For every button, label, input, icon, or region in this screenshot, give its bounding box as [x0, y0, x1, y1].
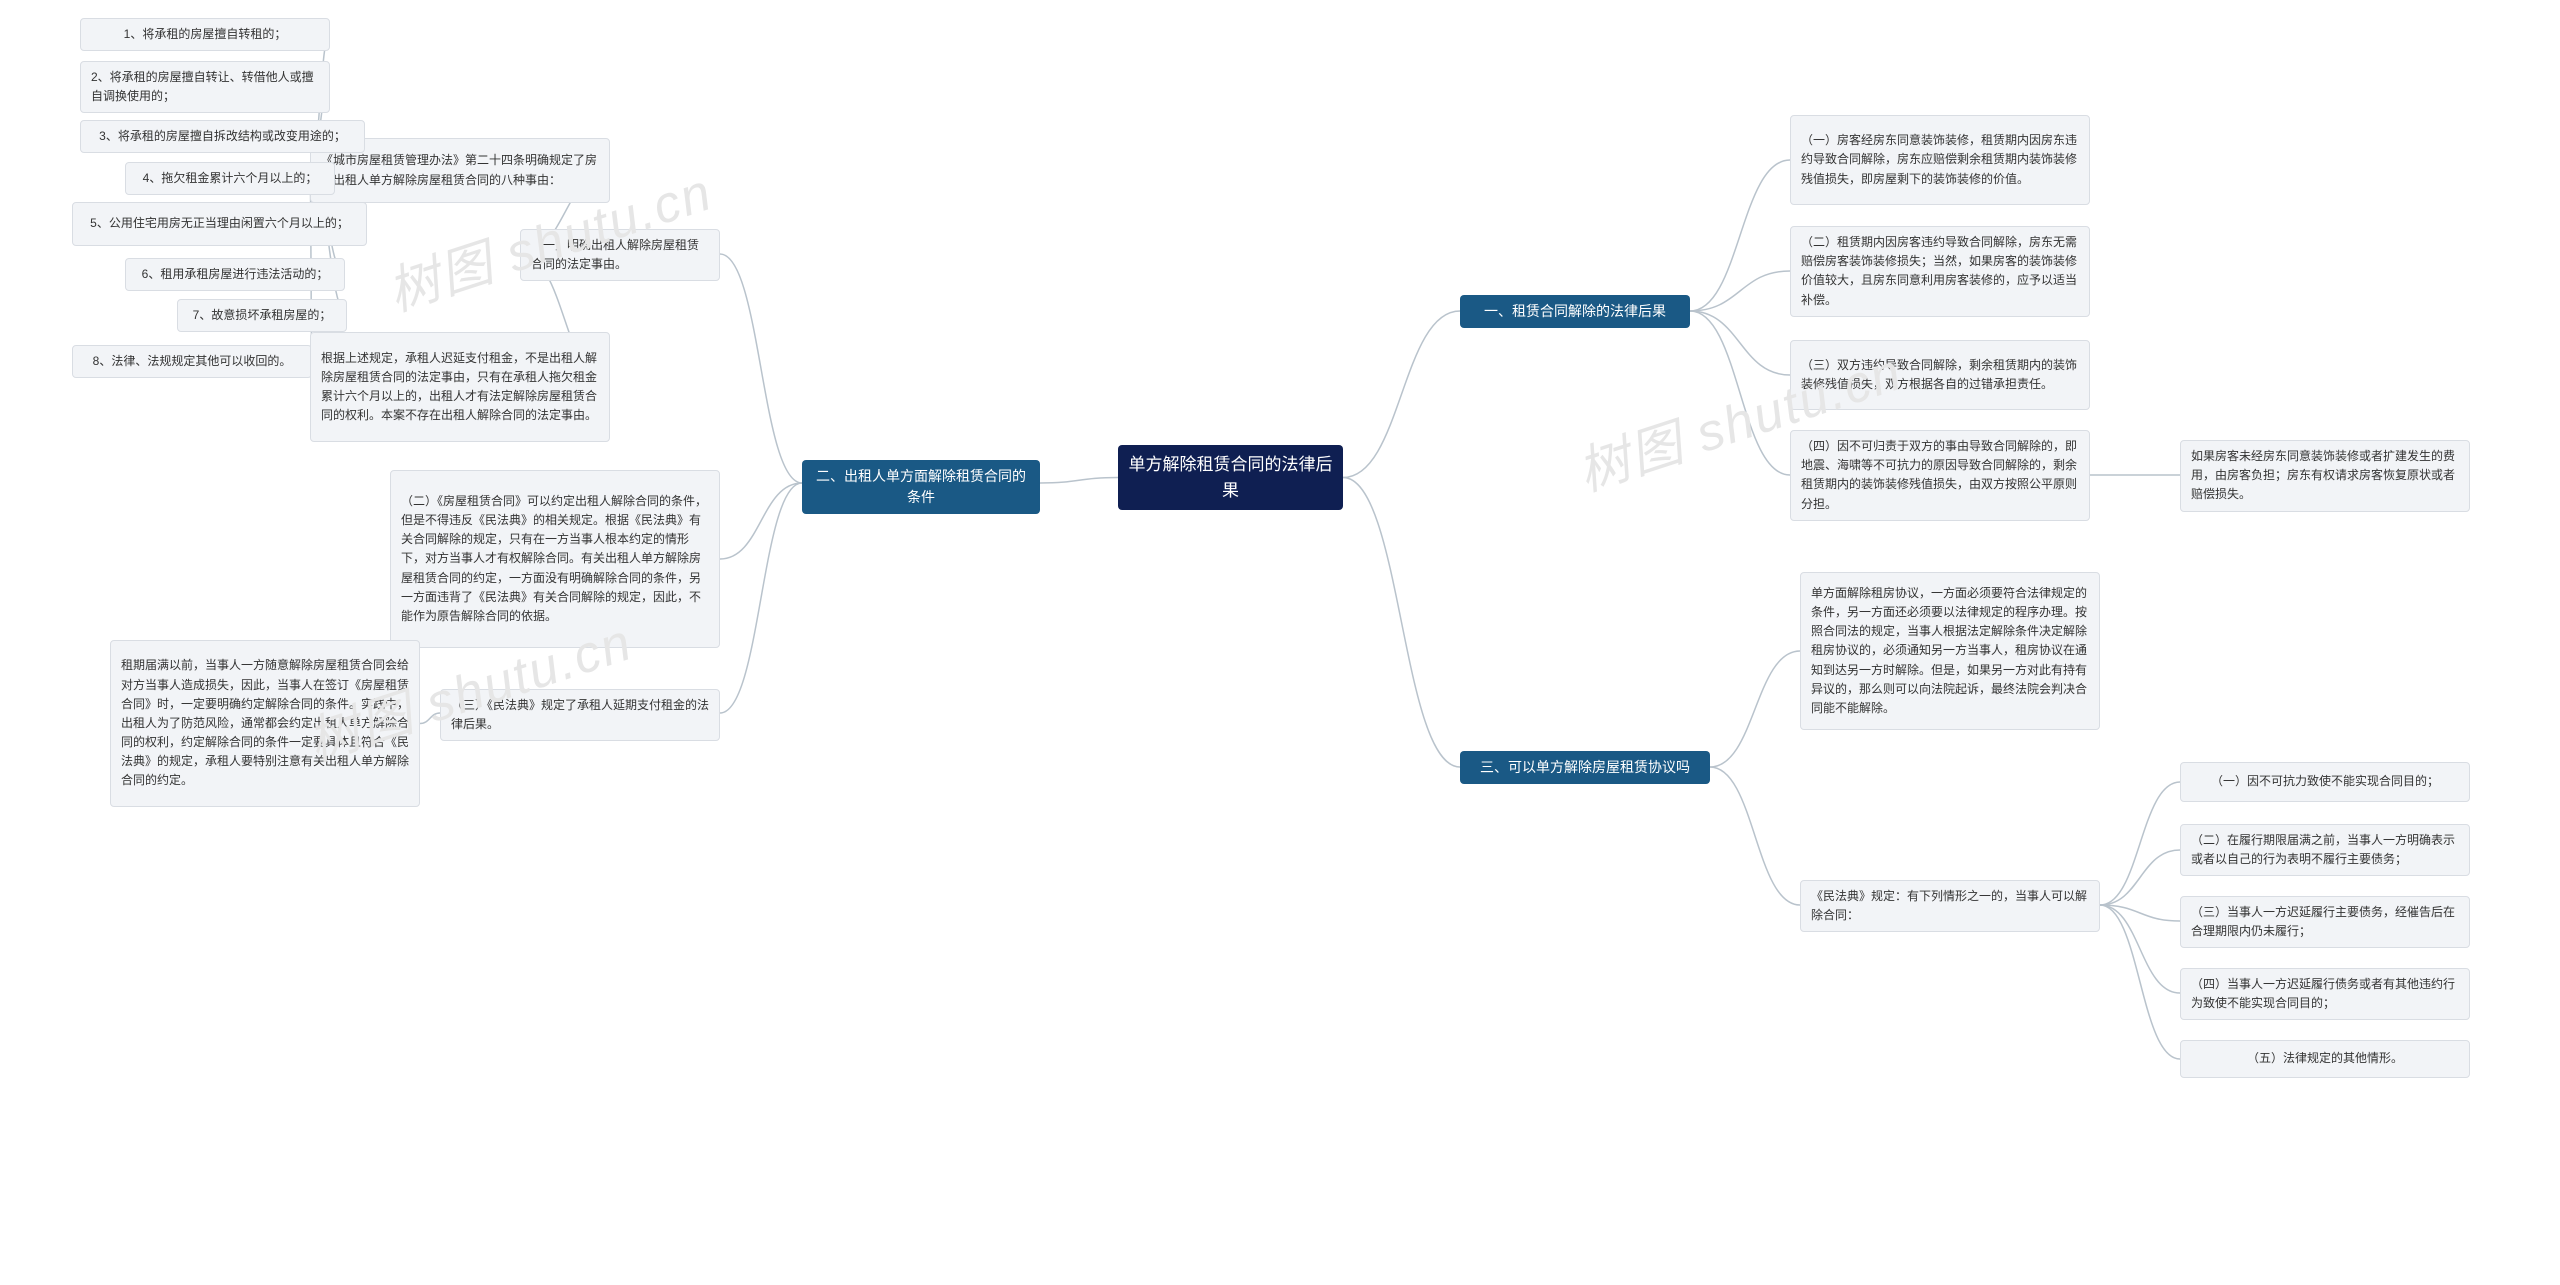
- node-r1[interactable]: 一、租赁合同解除的法律后果: [1460, 295, 1690, 328]
- node-l1a3[interactable]: 3、将承租的房屋擅自拆改结构或改变用途的；: [80, 120, 365, 153]
- edge-l1-l1c: [720, 483, 802, 713]
- node-r2[interactable]: 三、可以单方解除房屋租赁协议吗: [1460, 751, 1710, 784]
- edge-r2b-r2b2: [2100, 850, 2180, 905]
- edge-center-r2: [1343, 478, 1460, 768]
- node-r1d1[interactable]: 如果房客未经房东同意装饰装修或者扩建发生的费用，由房客负担；房东有权请求房客恢复…: [2180, 440, 2470, 512]
- node-l1a1[interactable]: 1、将承租的房屋擅自转租的；: [80, 18, 330, 51]
- node-r2b3[interactable]: （三）当事人一方迟延履行主要债务，经催告后在合理期限内仍未履行；: [2180, 896, 2470, 948]
- edge-r1-r1c: [1690, 311, 1790, 375]
- node-r2b[interactable]: 《民法典》规定：有下列情形之一的，当事人可以解除合同：: [1800, 880, 2100, 932]
- node-l1a2[interactable]: 2、将承租的房屋擅自转让、转借他人或擅自调换使用的；: [80, 61, 330, 113]
- node-l1c1[interactable]: 租期届满以前，当事人一方随意解除房屋租赁合同会给对方当事人造成损失，因此，当事人…: [110, 640, 420, 807]
- node-l1a8[interactable]: 8、法律、法规规定其他可以收回的。: [72, 345, 312, 378]
- node-r2b2[interactable]: （二）在履行期限届满之前，当事人一方明确表示或者以自己的行为表明不履行主要债务；: [2180, 824, 2470, 876]
- node-r2b1[interactable]: （一）因不可抗力致使不能实现合同目的；: [2180, 762, 2470, 802]
- edge-r2-r2a: [1710, 651, 1800, 767]
- edge-r2b-r2b1: [2100, 782, 2180, 905]
- edge-r2b-r2b5: [2100, 905, 2180, 1059]
- node-l1b[interactable]: （二）《房屋租赁合同》可以约定出租人解除合同的条件，但是不得违反《民法典》的相关…: [390, 470, 720, 648]
- node-r1a[interactable]: （一）房客经房东同意装饰装修，租赁期内因房东违约导致合同解除，房东应赔偿剩余租赁…: [1790, 115, 2090, 205]
- edge-r2-r2b: [1710, 767, 1800, 905]
- edge-r2b-r2b3: [2100, 905, 2180, 921]
- edge-r1-r1a: [1690, 160, 1790, 311]
- node-l1a6[interactable]: 6、租用承租房屋进行违法活动的；: [125, 258, 345, 291]
- node-r1c[interactable]: （三）双方违约导致合同解除，剩余租赁期内的装饰装修残值损失，双方根据各自的过错承…: [1790, 340, 2090, 410]
- node-r1b[interactable]: （二）租赁期内因房客违约导致合同解除，房东无需赔偿房客装饰装修损失；当然，如果房…: [1790, 226, 2090, 317]
- node-l1a5[interactable]: 5、公用住宅用房无正当理由闲置六个月以上的；: [72, 202, 367, 246]
- node-r2a[interactable]: 单方面解除租房协议，一方面必须要符合法律规定的条件，另一方面还必须要以法律规定的…: [1800, 572, 2100, 730]
- node-l1a_bot[interactable]: 根据上述规定，承租人迟延支付租金，不是出租人解除房屋租赁合同的法定事由，只有在承…: [310, 332, 610, 442]
- edge-center-l1: [1040, 478, 1118, 484]
- edge-l1c-l1c1: [420, 713, 440, 724]
- node-l1[interactable]: 二、出租人单方面解除租赁合同的条件: [802, 460, 1040, 514]
- edge-r1-r1d: [1690, 311, 1790, 475]
- edge-l1-l1a: [720, 254, 802, 483]
- node-l1c[interactable]: （三）《民法典》规定了承租人延期支付租金的法律后果。: [440, 689, 720, 741]
- node-center[interactable]: 单方解除租赁合同的法律后果: [1118, 445, 1343, 510]
- edge-l1-l1b: [720, 483, 802, 559]
- node-r2b4[interactable]: （四）当事人一方迟延履行债务或者有其他违约行为致使不能实现合同目的；: [2180, 968, 2470, 1020]
- edge-center-r1: [1343, 311, 1460, 478]
- node-l1a7[interactable]: 7、故意损坏承租房屋的；: [177, 299, 347, 332]
- node-r1d[interactable]: （四）因不可归责于双方的事由导致合同解除的，即地震、海啸等不可抗力的原因导致合同…: [1790, 430, 2090, 521]
- edge-r2b-r2b4: [2100, 905, 2180, 993]
- node-r2b5[interactable]: （五）法律规定的其他情形。: [2180, 1040, 2470, 1078]
- node-l1a[interactable]: （一）明确出租人解除房屋租赁合同的法定事由。: [520, 229, 720, 281]
- edge-r1-r1b: [1690, 271, 1790, 311]
- node-l1a4[interactable]: 4、拖欠租金累计六个月以上的；: [125, 162, 335, 195]
